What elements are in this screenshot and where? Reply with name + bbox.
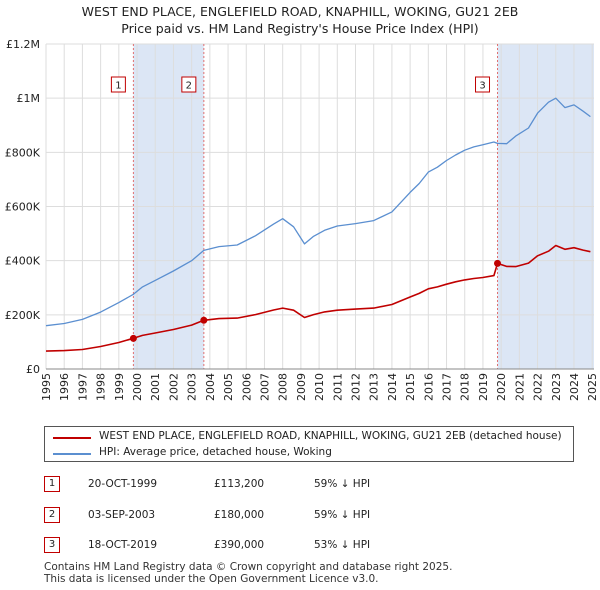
x-tick-label: 2007 bbox=[258, 373, 271, 401]
transaction-badge: 3 bbox=[44, 537, 60, 553]
y-tick-label: £1.2M bbox=[6, 38, 40, 51]
transaction-date: 20-OCT-1999 bbox=[88, 478, 157, 490]
chart-title-line2: Price paid vs. HM Land Registry's House … bbox=[121, 21, 479, 36]
x-tick-label: 2013 bbox=[368, 373, 381, 401]
legend-swatch-property bbox=[53, 437, 91, 439]
x-tick-label: 1996 bbox=[58, 373, 71, 401]
y-tick-label: £1M bbox=[17, 92, 41, 105]
x-tick-label: 2017 bbox=[441, 373, 454, 401]
transaction-marker-box bbox=[181, 76, 197, 93]
x-tick-label: 2024 bbox=[568, 373, 581, 401]
x-tick-label: 2021 bbox=[513, 373, 526, 401]
legend-label-property: WEST END PLACE, ENGLEFIELD ROAD, KNAPHIL… bbox=[99, 430, 562, 442]
legend: WEST END PLACE, ENGLEFIELD ROAD, KNAPHIL… bbox=[44, 426, 574, 462]
price-chart: £0 £200K £400K £600K £800K £1M £1.2M 1995 1996 19… bbox=[5, 38, 599, 401]
x-tick-label: 2023 bbox=[550, 373, 563, 401]
x-tick-label: 2025 bbox=[586, 373, 599, 401]
x-tick-label: 1999 bbox=[113, 373, 126, 401]
x-tick-label: 2012 bbox=[350, 373, 363, 401]
x-tick-label: 2016 bbox=[422, 373, 435, 401]
chart-title-line1: WEST END PLACE, ENGLEFIELD ROAD, KNAPHIL… bbox=[81, 4, 519, 19]
series-line-property bbox=[45, 244, 591, 352]
y-tick-label: £0 bbox=[26, 363, 40, 376]
transaction-marker-label: 1 bbox=[115, 81, 121, 92]
x-tick-label: 2018 bbox=[459, 373, 472, 401]
x-tick-label: 2001 bbox=[149, 373, 162, 401]
transaction-date: 03-SEP-2003 bbox=[88, 509, 156, 521]
x-tick-label: 2015 bbox=[404, 373, 417, 401]
x-tick-label: 2014 bbox=[386, 373, 399, 401]
x-tick-label: 2008 bbox=[277, 373, 290, 401]
legend-swatch-hpi bbox=[53, 453, 91, 455]
transaction-price: £180,000 bbox=[214, 509, 265, 521]
y-tick-label: £400K bbox=[5, 255, 41, 268]
x-tick-label: 1998 bbox=[95, 373, 108, 401]
transaction-marker-box bbox=[110, 76, 126, 93]
y-tick-label: £600K bbox=[5, 201, 41, 214]
x-tick-label: 2002 bbox=[167, 373, 180, 401]
transaction-price: £113,200 bbox=[214, 478, 265, 490]
y-tick-label: £800K bbox=[5, 146, 41, 159]
x-tick-label: 2004 bbox=[204, 373, 217, 401]
transaction-date: 18-OCT-2019 bbox=[88, 539, 157, 551]
transaction-marker-label: 2 bbox=[186, 81, 192, 92]
transaction-badge: 1 bbox=[44, 476, 60, 492]
transaction-hpi-diff: 53% ↓ HPI bbox=[314, 539, 371, 551]
series-line-hpi bbox=[45, 97, 591, 327]
transaction-price: £390,000 bbox=[214, 539, 265, 551]
transaction-hpi-diff: 59% ↓ HPI bbox=[314, 478, 371, 490]
x-tick-label: 2011 bbox=[331, 373, 344, 401]
transaction-hpi-diff: 59% ↓ HPI bbox=[314, 509, 371, 521]
x-tick-label: 2020 bbox=[495, 373, 508, 401]
y-tick-label: £200K bbox=[5, 309, 41, 322]
x-tick-label: 2000 bbox=[131, 373, 144, 401]
transaction-point bbox=[129, 334, 137, 342]
transaction-marker-label: 3 bbox=[479, 81, 485, 92]
transaction-badge: 2 bbox=[44, 507, 60, 523]
legend-label-hpi: HPI: Average price, detached house, Woki… bbox=[99, 446, 332, 458]
x-tick-label: 2005 bbox=[222, 373, 235, 401]
x-tick-label: 2006 bbox=[240, 373, 253, 401]
x-tick-label: 1995 bbox=[40, 373, 53, 401]
x-tick-label: 2009 bbox=[295, 373, 308, 401]
x-tick-label: 2022 bbox=[532, 373, 545, 401]
x-tick-label: 1997 bbox=[76, 373, 89, 401]
x-tick-label: 2019 bbox=[477, 373, 490, 401]
x-tick-label: 2003 bbox=[186, 373, 199, 401]
transaction-point bbox=[200, 316, 208, 324]
transaction-marker-box bbox=[475, 76, 491, 93]
footer-licence: This data is licensed under the Open Gov… bbox=[44, 573, 379, 585]
x-tick-label: 2010 bbox=[313, 373, 326, 401]
transaction-point bbox=[494, 259, 502, 267]
footer-copyright: Contains HM Land Registry data © Crown c… bbox=[44, 561, 453, 573]
